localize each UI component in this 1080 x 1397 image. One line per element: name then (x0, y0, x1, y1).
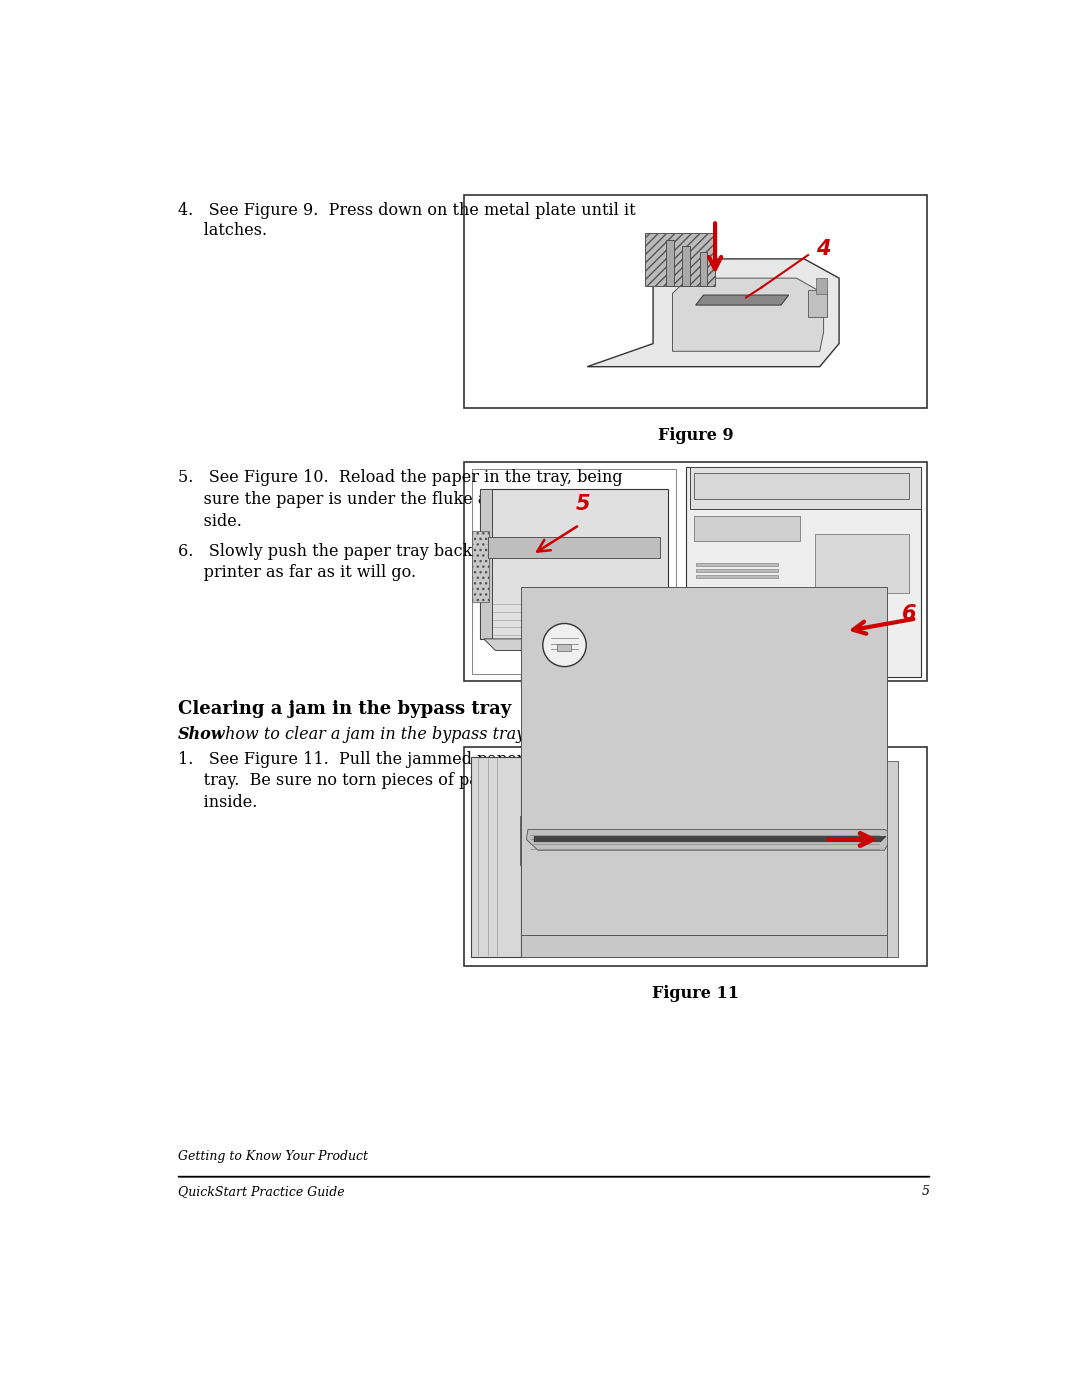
Polygon shape (696, 295, 788, 305)
Circle shape (543, 623, 586, 666)
Bar (692, 647, 880, 654)
Bar (696, 569, 778, 573)
Bar (521, 587, 887, 957)
Bar (480, 489, 491, 638)
Bar (464, 194, 927, 408)
Text: QuickStart Practice Guide: QuickStart Practice Guide (177, 1185, 345, 1197)
Bar (681, 246, 689, 286)
Text: how to clear a jam in the bypass tray:: how to clear a jam in the bypass tray: (220, 726, 530, 743)
Text: 5: 5 (921, 1185, 930, 1197)
Bar (815, 535, 909, 594)
Text: side.: side. (177, 513, 242, 529)
Text: printer as far as it will go.: printer as far as it will go. (177, 564, 416, 581)
Polygon shape (673, 278, 824, 351)
Polygon shape (588, 258, 839, 366)
Text: 6: 6 (902, 605, 917, 624)
Text: Clearing a jam in the bypass tray: Clearing a jam in the bypass tray (177, 700, 511, 718)
Polygon shape (526, 830, 890, 851)
Text: Show: Show (177, 726, 225, 743)
Bar (464, 462, 927, 682)
Polygon shape (521, 816, 896, 866)
Bar (694, 515, 799, 541)
Polygon shape (480, 489, 667, 638)
Bar (472, 469, 676, 673)
Text: Figure 9: Figure 9 (658, 427, 733, 444)
Bar (694, 474, 909, 499)
Text: 4: 4 (815, 239, 831, 258)
Text: Figure 10: Figure 10 (652, 700, 739, 718)
Text: inside.: inside. (177, 793, 257, 810)
Text: 5.   See Figure 10.  Reload the paper in the tray, being: 5. See Figure 10. Reload the paper in th… (177, 469, 622, 486)
Text: sure the paper is under the fluke at the front right: sure the paper is under the fluke at the… (177, 490, 616, 509)
Bar (521, 936, 887, 957)
Text: Figure 11: Figure 11 (652, 985, 739, 1003)
Bar (557, 644, 570, 651)
Bar (815, 278, 827, 293)
Text: 4.   See Figure 9.  Press down on the metal plate until it: 4. See Figure 9. Press down on the metal… (177, 203, 635, 219)
Text: Getting to Know Your Product: Getting to Know Your Product (177, 1150, 367, 1164)
Bar (808, 289, 827, 317)
Polygon shape (488, 538, 660, 557)
Bar (472, 531, 489, 602)
Bar (696, 563, 778, 566)
Bar (464, 746, 927, 967)
Bar (692, 661, 880, 668)
Bar (690, 467, 921, 510)
Text: 6.   Slowly push the paper tray back into the copier/: 6. Slowly push the paper tray back into … (177, 542, 602, 560)
Text: latches.: latches. (177, 222, 267, 239)
Bar (696, 576, 778, 578)
Bar (471, 757, 521, 957)
Bar (700, 251, 707, 286)
Polygon shape (535, 837, 886, 842)
Bar (887, 760, 899, 957)
Polygon shape (484, 638, 664, 651)
Bar (687, 467, 921, 678)
Polygon shape (646, 233, 715, 286)
Text: 5: 5 (576, 495, 591, 514)
Text: tray.  Be sure no torn pieces of paper are left: tray. Be sure no torn pieces of paper ar… (177, 773, 570, 789)
Text: 1.   See Figure 11.  Pull the jammed paper out of the: 1. See Figure 11. Pull the jammed paper … (177, 750, 608, 767)
Bar (666, 240, 674, 286)
